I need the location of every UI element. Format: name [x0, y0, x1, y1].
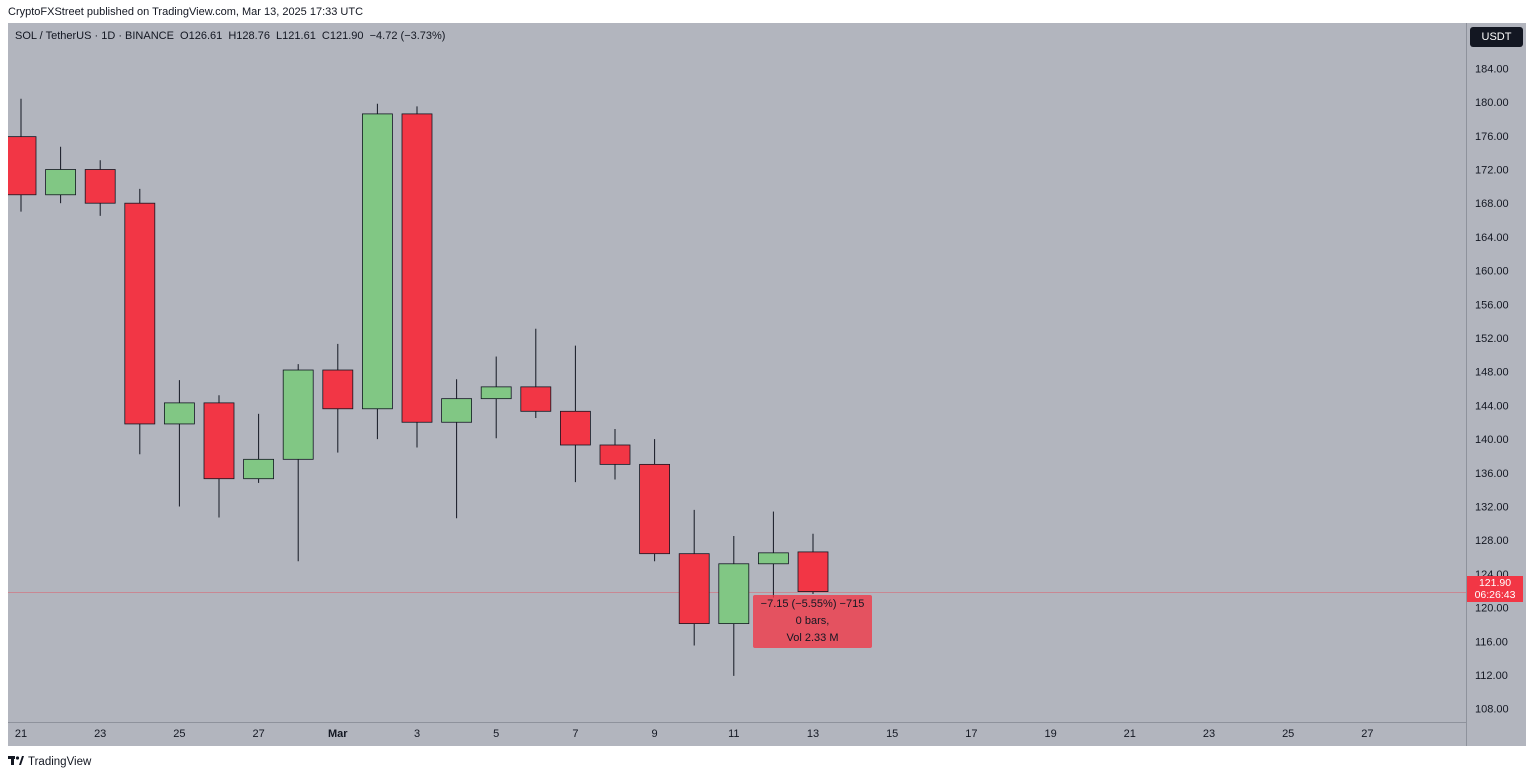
candle-body [520, 386, 552, 412]
candle-body [678, 553, 710, 625]
candle-body [124, 202, 156, 425]
time-tick-label: 25 [1282, 728, 1294, 740]
price-tick-label: 176.00 [1475, 131, 1509, 143]
tradingview-brand[interactable]: TradingView [8, 754, 91, 769]
time-tick-label: 13 [807, 728, 819, 740]
candle-body [203, 402, 235, 480]
time-tick-label: 17 [965, 728, 977, 740]
time-axis-background [8, 722, 1466, 746]
price-tick-label: 120.00 [1475, 603, 1509, 615]
time-tick-label: 15 [886, 728, 898, 740]
time-tick-label: 9 [652, 728, 658, 740]
time-tick-label: 3 [414, 728, 420, 740]
price-tick-label: 108.00 [1475, 704, 1509, 716]
candle-body [243, 458, 275, 480]
candle-body [758, 552, 789, 565]
bar-countdown: 06:26:43 [1474, 589, 1516, 601]
time-tick-label: 7 [572, 728, 578, 740]
price-tick-label: 152.00 [1475, 333, 1509, 345]
time-tick-label: 23 [94, 728, 106, 740]
time-tick-label: 21 [15, 728, 27, 740]
candlestick-chart[interactable]: 108.00112.00116.00120.00124.00128.00132.… [5, 23, 1526, 746]
price-tick-label: 148.00 [1475, 367, 1509, 379]
price-tick-label: 180.00 [1475, 97, 1509, 109]
price-tick-label: 140.00 [1475, 434, 1509, 446]
symbol-legend: SOL / TetherUS · 1D · BINANCE O126.61 H1… [15, 30, 446, 42]
candle-body [599, 444, 631, 465]
time-tick-label: Mar [328, 728, 348, 740]
candle-body [797, 551, 829, 592]
time-tick-label: 27 [252, 728, 264, 740]
time-tick-label: 27 [1361, 728, 1373, 740]
candle-body [5, 136, 37, 196]
last-price-value: 121.90 [1478, 577, 1512, 589]
price-axis-background [1466, 23, 1526, 746]
price-tick-label: 156.00 [1475, 299, 1509, 311]
price-tick-label: 116.00 [1475, 636, 1508, 648]
price-tick-label: 168.00 [1475, 198, 1509, 210]
candle-body [84, 169, 116, 204]
price-tick-label: 136.00 [1475, 468, 1509, 480]
candle-body [560, 410, 591, 446]
candle-body [45, 169, 76, 196]
candle-body [718, 563, 750, 625]
price-tick-label: 164.00 [1475, 232, 1509, 244]
price-tick-label: 184.00 [1475, 63, 1509, 75]
measure-tooltip: −7.15 (−5.55%) −715 0 bars, Vol 2.33 M [753, 595, 872, 648]
last-price-tag: 121.90 06:26:43 [1467, 576, 1523, 602]
price-tick-label: 172.00 [1475, 165, 1509, 177]
brand-name: TradingView [28, 755, 92, 768]
measure-volume: Vol 2.33 M [786, 632, 839, 644]
time-tick-label: 19 [1044, 728, 1056, 740]
measure-change: −7.15 (−5.55%) −715 [760, 598, 865, 610]
measure-bars: 0 bars, [795, 615, 830, 627]
candle-body [282, 369, 314, 460]
time-tick-label: 21 [1124, 728, 1136, 740]
tradingview-logo-icon [8, 754, 24, 769]
candle-body [639, 463, 670, 555]
time-tick-label: 25 [173, 728, 185, 740]
candle-body [163, 402, 195, 425]
price-tick-label: 160.00 [1475, 266, 1509, 278]
time-tick-label: 23 [1203, 728, 1215, 740]
price-tick-label: 144.00 [1475, 400, 1509, 412]
price-tick-label: 128.00 [1475, 535, 1509, 547]
time-tick-label: 5 [493, 728, 499, 740]
time-tick-label: 11 [728, 728, 739, 740]
currency-button[interactable]: USDT [1470, 27, 1523, 47]
candle-body [441, 398, 473, 423]
candle-body [322, 369, 354, 410]
candle-body [480, 386, 512, 400]
price-tick-label: 132.00 [1475, 502, 1509, 514]
candle-body [401, 113, 433, 423]
candle-body [361, 113, 393, 410]
price-tick-label: 112.00 [1475, 670, 1508, 682]
chart-area[interactable]: 108.00 112.00 116.00 120.00 124.00 128.00 132.… [5, 23, 1526, 746]
publisher-caption: CryptoFXStreet published on TradingView.… [8, 6, 364, 18]
